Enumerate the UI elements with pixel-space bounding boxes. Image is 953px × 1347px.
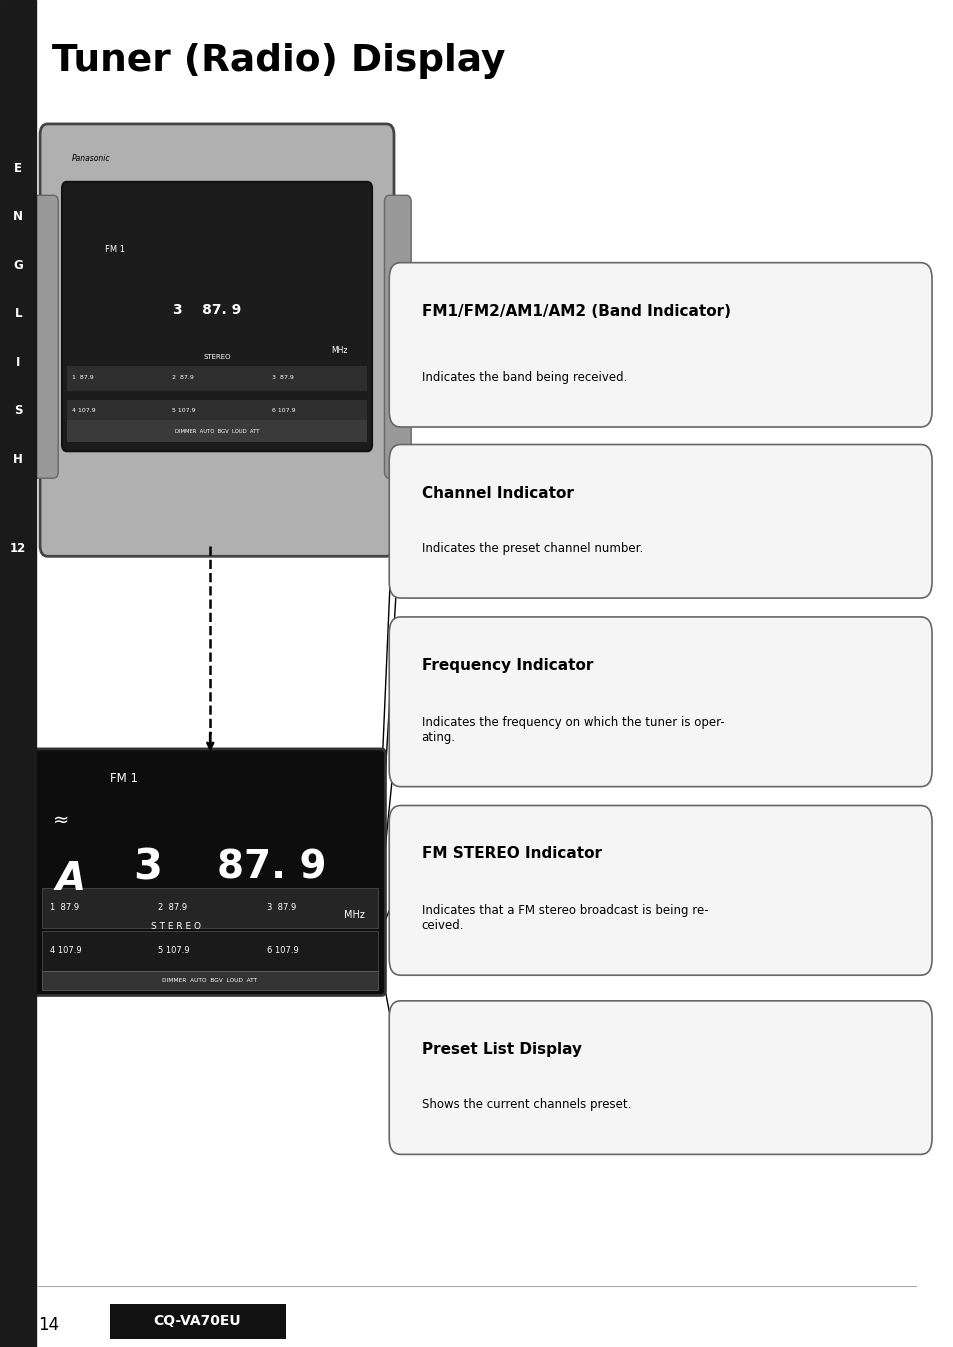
Text: Tuner (Radio) Display: Tuner (Radio) Display [52,43,505,78]
Text: 5 107.9: 5 107.9 [172,408,195,414]
Bar [42,888,377,928]
Text: 6 107.9: 6 107.9 [272,408,295,414]
Bar [67,420,367,442]
Bar [0,0,36,1347]
FancyBboxPatch shape [389,263,931,427]
FancyBboxPatch shape [40,124,394,556]
Text: Indicates the preset channel number.: Indicates the preset channel number. [421,541,642,555]
Text: 87. 9: 87. 9 [217,849,326,886]
Text: 12: 12 [10,541,27,555]
FancyBboxPatch shape [62,182,372,451]
Text: H: H [13,453,23,466]
Bar [110,1304,286,1339]
FancyBboxPatch shape [34,749,385,995]
Text: FM 1: FM 1 [105,245,125,253]
Text: 3  87.9: 3 87.9 [272,374,294,380]
FancyBboxPatch shape [389,1001,931,1154]
Text: 4 107.9: 4 107.9 [71,408,95,414]
Text: S T E R E O: S T E R E O [152,921,201,931]
Text: Preset List Display: Preset List Display [421,1041,581,1057]
Bar [67,400,367,424]
Text: 1  87.9: 1 87.9 [50,904,79,912]
Text: L: L [14,307,22,321]
FancyBboxPatch shape [31,195,58,478]
Text: ≈: ≈ [52,811,69,830]
Text: MHz: MHz [332,346,348,354]
FancyBboxPatch shape [389,806,931,975]
Text: 6 107.9: 6 107.9 [267,947,298,955]
Text: 14: 14 [38,1316,59,1335]
Text: FM1/FM2/AM1/AM2 (Band Indicator): FM1/FM2/AM1/AM2 (Band Indicator) [421,303,730,319]
Text: MHz: MHz [343,909,364,920]
Text: FM 1: FM 1 [110,772,137,785]
Text: DIMMER  AUTO  BGV  LOUD  ATT: DIMMER AUTO BGV LOUD ATT [174,428,259,434]
Text: E: E [14,162,22,175]
Text: N: N [13,210,23,224]
Text: DIMMER  AUTO  BGV  LOUD  ATT: DIMMER AUTO BGV LOUD ATT [162,978,257,983]
Text: Indicates the frequency on which the tuner is oper-
ating.: Indicates the frequency on which the tun… [421,715,723,744]
Text: 4 107.9: 4 107.9 [50,947,81,955]
Text: 2  87.9: 2 87.9 [158,904,188,912]
Text: 2  87.9: 2 87.9 [172,374,193,380]
Text: STEREO: STEREO [203,354,231,360]
Text: I: I [16,356,20,369]
Text: CQ-VA70EU: CQ-VA70EU [153,1315,241,1328]
Bar [42,971,377,990]
Text: Panasonic: Panasonic [71,155,110,163]
FancyBboxPatch shape [389,617,931,787]
Text: S: S [14,404,22,418]
Text: Indicates that a FM stereo broadcast is being re-
ceived.: Indicates that a FM stereo broadcast is … [421,904,707,932]
Text: Frequency Indicator: Frequency Indicator [421,657,593,674]
Text: Channel Indicator: Channel Indicator [421,485,573,501]
Bar [42,931,377,971]
Bar [67,366,367,391]
Text: 3: 3 [133,846,162,889]
Text: 1  87.9: 1 87.9 [71,374,93,380]
Text: G: G [13,259,23,272]
Text: 3    87. 9: 3 87. 9 [173,303,241,317]
FancyBboxPatch shape [384,195,411,478]
FancyBboxPatch shape [389,445,931,598]
Text: 5 107.9: 5 107.9 [158,947,190,955]
Text: Indicates the band being received.: Indicates the band being received. [421,370,626,384]
Text: Shows the current channels preset.: Shows the current channels preset. [421,1098,630,1111]
Text: FM STEREO Indicator: FM STEREO Indicator [421,846,601,862]
Text: A: A [55,861,86,898]
Text: 3  87.9: 3 87.9 [267,904,296,912]
